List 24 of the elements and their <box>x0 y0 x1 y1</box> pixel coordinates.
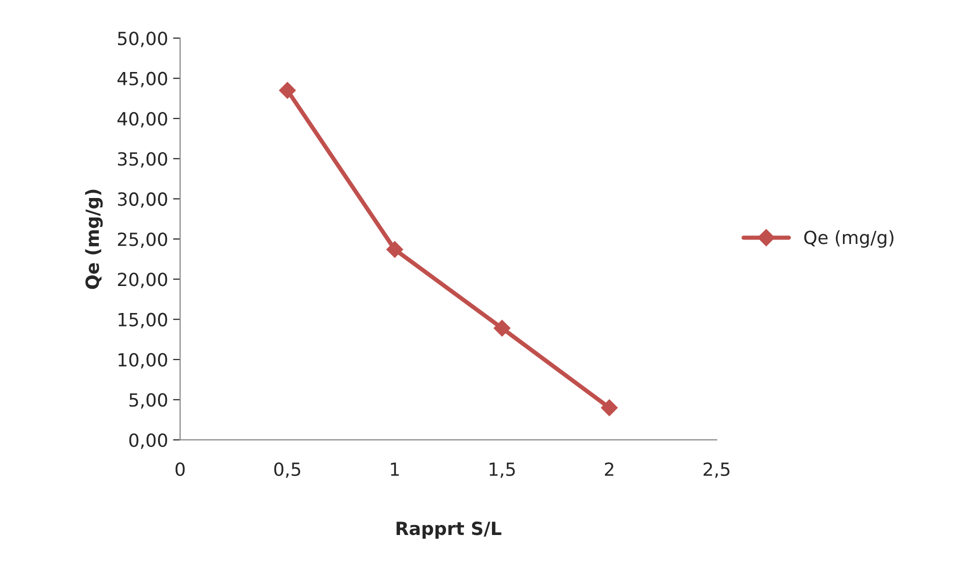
x-tick-label: 2 <box>604 462 614 476</box>
point <box>386 241 404 258</box>
y-tick-label: 45,00 <box>118 72 168 88</box>
y-axis-title: Qe (mg/g) <box>85 190 103 289</box>
y-tick-label: 10,00 <box>118 352 168 368</box>
y-tick-label: 20,00 <box>118 272 168 288</box>
y-tick-label: 35,00 <box>118 152 168 168</box>
y-tick-label: 0,00 <box>129 433 168 449</box>
x-tick-label: 0,5 <box>274 462 300 478</box>
y-tick-label: 50,00 <box>118 32 168 48</box>
legend-label: Qe (mg/g) <box>804 230 894 248</box>
x-tick-label: 2,5 <box>704 462 730 478</box>
point <box>600 399 618 416</box>
y-tick-label: 5,00 <box>130 393 168 409</box>
point <box>279 82 296 99</box>
x-axis-title: Rapprt S/L <box>396 522 502 539</box>
x-tick-label: 0 <box>176 462 185 476</box>
x-tick-label: 1 <box>390 462 399 476</box>
y-tick-label: 15,00 <box>118 312 168 328</box>
x-tick-label: 1,5 <box>490 462 515 478</box>
y-tick-label: 40,00 <box>118 112 168 128</box>
y-tick-label: 30,00 <box>118 192 168 208</box>
point <box>494 320 510 337</box>
y-tick-label: 25,00 <box>118 232 168 248</box>
